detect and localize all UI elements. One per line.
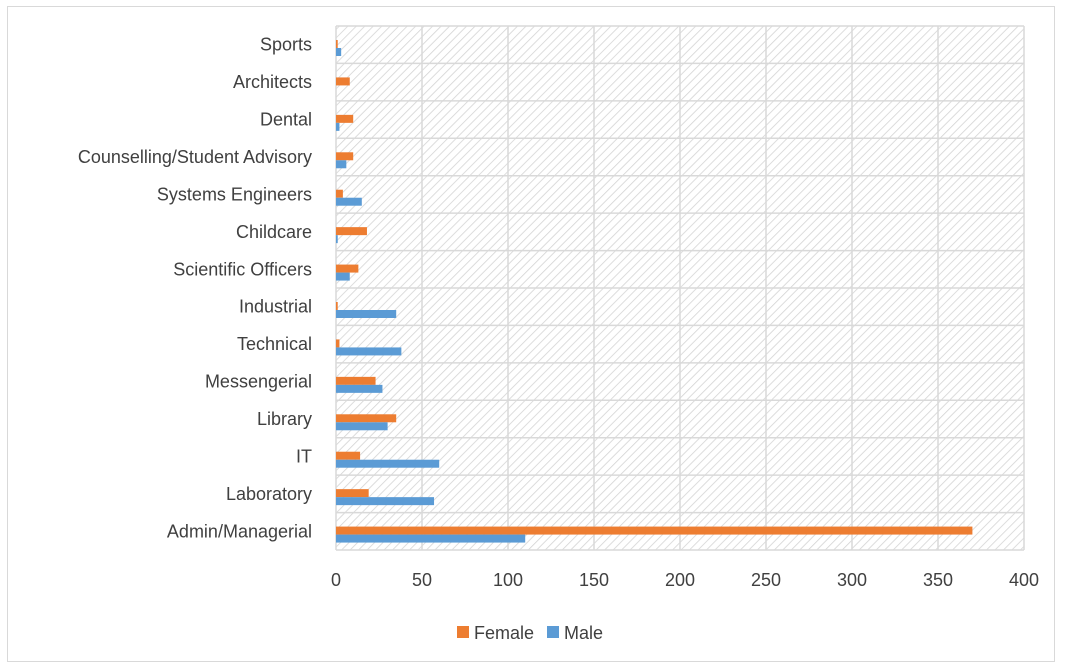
category-label: Childcare <box>236 222 312 242</box>
bar-male <box>336 310 397 318</box>
bar-female <box>336 302 338 310</box>
x-tick-label: 250 <box>751 570 781 590</box>
category-label: Sports <box>260 35 312 55</box>
bar-male <box>336 122 340 131</box>
category-label: Counselling/Student Advisory <box>78 147 312 167</box>
bar-male <box>336 534 526 543</box>
bar-male <box>336 459 440 468</box>
category-label: Messengerial <box>205 372 312 392</box>
bar-male <box>336 235 338 244</box>
legend-swatch-female <box>457 626 469 638</box>
bar-male <box>336 384 383 393</box>
x-tick-label: 200 <box>665 570 695 590</box>
x-tick-label: 300 <box>837 570 867 590</box>
x-tick-label: 150 <box>579 570 609 590</box>
bar-female <box>336 114 354 123</box>
category-label: Dental <box>260 110 312 130</box>
category-label: Industrial <box>239 297 312 317</box>
x-tick-label: 400 <box>1009 570 1039 590</box>
bar-female <box>336 189 343 198</box>
bar-female <box>336 40 338 48</box>
bar-female <box>336 77 350 86</box>
bar-female <box>336 451 361 460</box>
category-label: Architects <box>233 72 312 92</box>
bar-female <box>336 414 397 423</box>
x-tick-label: 350 <box>923 570 953 590</box>
category-label: Technical <box>237 334 312 354</box>
bar-male <box>336 497 435 506</box>
bar-male <box>336 48 342 56</box>
bar-male <box>336 422 388 431</box>
category-label: Scientific Officers <box>173 259 312 279</box>
bar-male <box>336 160 347 169</box>
legend-label-female: Female <box>474 623 534 643</box>
x-tick-label: 0 <box>331 570 341 590</box>
category-label: Library <box>257 409 312 429</box>
legend-swatch-male <box>547 626 559 638</box>
bar-male <box>336 347 402 356</box>
category-label: Systems Engineers <box>157 184 312 204</box>
bar-female <box>336 526 973 535</box>
bar-female <box>336 489 369 498</box>
bar-female <box>336 339 340 348</box>
bar-male <box>336 197 362 206</box>
bar-female <box>336 227 367 236</box>
bar-female <box>336 152 354 161</box>
legend-label-male: Male <box>564 623 603 643</box>
bar-male <box>336 272 350 281</box>
x-tick-label: 50 <box>412 570 432 590</box>
bar-female <box>336 376 376 385</box>
category-label: IT <box>296 446 312 466</box>
bar-female <box>336 264 359 273</box>
category-label: Admin/Managerial <box>167 521 312 541</box>
category-label: Laboratory <box>226 484 312 504</box>
x-tick-label: 100 <box>493 570 523 590</box>
